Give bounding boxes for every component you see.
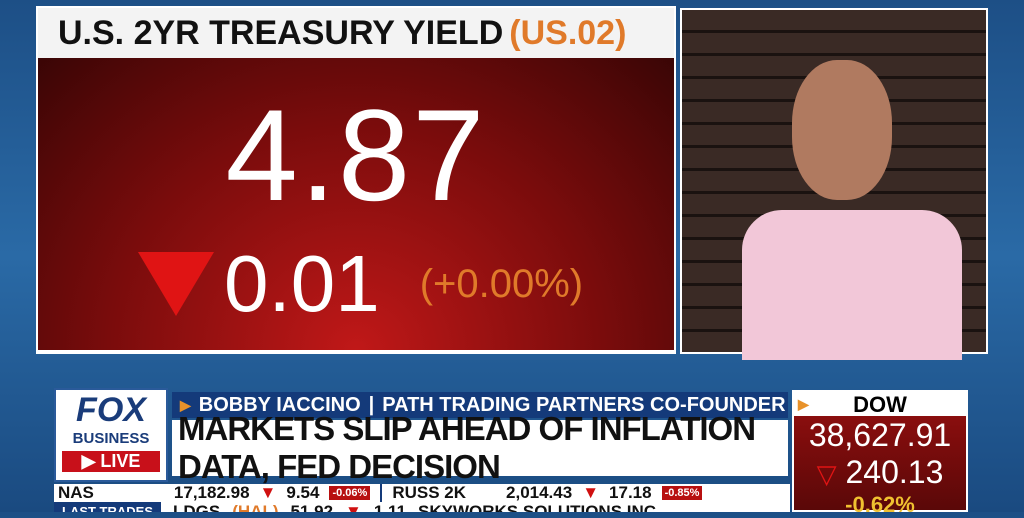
- ticker-name: NAS: [58, 483, 94, 502]
- quote-panel: U.S. 2YR TREASURY YIELD (US.02) 4.87 0.0…: [36, 6, 676, 354]
- trade-change: 1.11: [373, 502, 407, 512]
- quote-change-percent: (+0.00%): [419, 261, 584, 306]
- down-triangle-icon: ▽: [816, 459, 837, 489]
- live-badge: ▶ LIVE: [62, 451, 160, 472]
- ticker-name: RUSS 2K: [392, 483, 467, 502]
- arrow-icon: ▶: [180, 396, 191, 413]
- quote-symbol: (US.02): [509, 13, 627, 52]
- dow-value: 38,627.91: [808, 417, 952, 453]
- last-trades-label: LAST TRADES: [54, 502, 161, 512]
- logo-business: BUSINESS: [72, 430, 150, 447]
- ticker-change: 17.18: [609, 483, 652, 502]
- down-triangle-icon: ▼: [345, 502, 362, 512]
- divider: [380, 484, 383, 502]
- ticker-value: 17,182.98: [173, 483, 250, 502]
- lower-third: FOX BUSINESS ▶ LIVE ▶ BOBBY IACCINO | PA…: [54, 388, 790, 485]
- live-label: LIVE: [100, 451, 141, 471]
- ticker-change: 9.54: [286, 483, 320, 502]
- quote-value: 4.87: [225, 82, 487, 228]
- market-ticker: NAS 17,182.98 ▼ 9.54 -0.06% RUSS 2K 2,014…: [54, 483, 790, 502]
- guest-image: [742, 60, 962, 360]
- trade-next: SKYWORKS SOLUTIONS INC: [418, 502, 657, 512]
- quote-change: 0.01 (+0.00%): [138, 238, 583, 330]
- dow-label: DOW: [853, 392, 907, 417]
- ticker-value: 2,014.43: [506, 483, 573, 502]
- trade-symbol: LDGS: [173, 502, 221, 512]
- trade-paren: (HAL): [232, 502, 279, 512]
- down-triangle-icon: ▼: [259, 483, 277, 502]
- quote-title: U.S. 2YR TREASURY YIELD: [58, 13, 504, 52]
- arrow-icon: ▶: [798, 396, 809, 412]
- guest-name-bar: ▶ BOBBY IACCINO | PATH TRADING PARTNERS …: [172, 392, 788, 418]
- headline: MARKETS SLIP AHEAD OF INFLATION DATA, FE…: [172, 410, 788, 485]
- quote-title-bar: U.S. 2YR TREASURY YIELD (US.02): [38, 8, 674, 58]
- divider: |: [368, 393, 375, 416]
- ticker-percent: -0.06%: [329, 486, 371, 500]
- down-triangle-icon: [138, 252, 214, 316]
- down-triangle-icon: ▼: [582, 483, 600, 502]
- logo-fox: FOX: [76, 391, 146, 429]
- guest-name: BOBBY IACCINO: [198, 393, 361, 416]
- guest-title: PATH TRADING PARTNERS CO-FOUNDER: [382, 393, 786, 416]
- last-trades-ticker: LAST TRADES LDGS (HAL) 51.92 ▼ 1.11 SKYW…: [54, 502, 790, 512]
- trade-price: 51.92: [290, 502, 334, 512]
- dow-percent: -0.62%: [845, 492, 915, 517]
- ticker-percent: -0.85%: [661, 486, 703, 500]
- fox-business-logo: FOX BUSINESS ▶ LIVE: [54, 388, 168, 482]
- quote-change-value: 0.01: [224, 239, 380, 328]
- dow-change: 240.13: [845, 454, 944, 490]
- guest-video-feed: [680, 8, 988, 360]
- quote-value-box: 4.87 0.01 (+0.00%): [38, 58, 674, 350]
- dow-box: ▶ DOW 38,627.91 ▽ 240.13 -0.62%: [792, 390, 968, 517]
